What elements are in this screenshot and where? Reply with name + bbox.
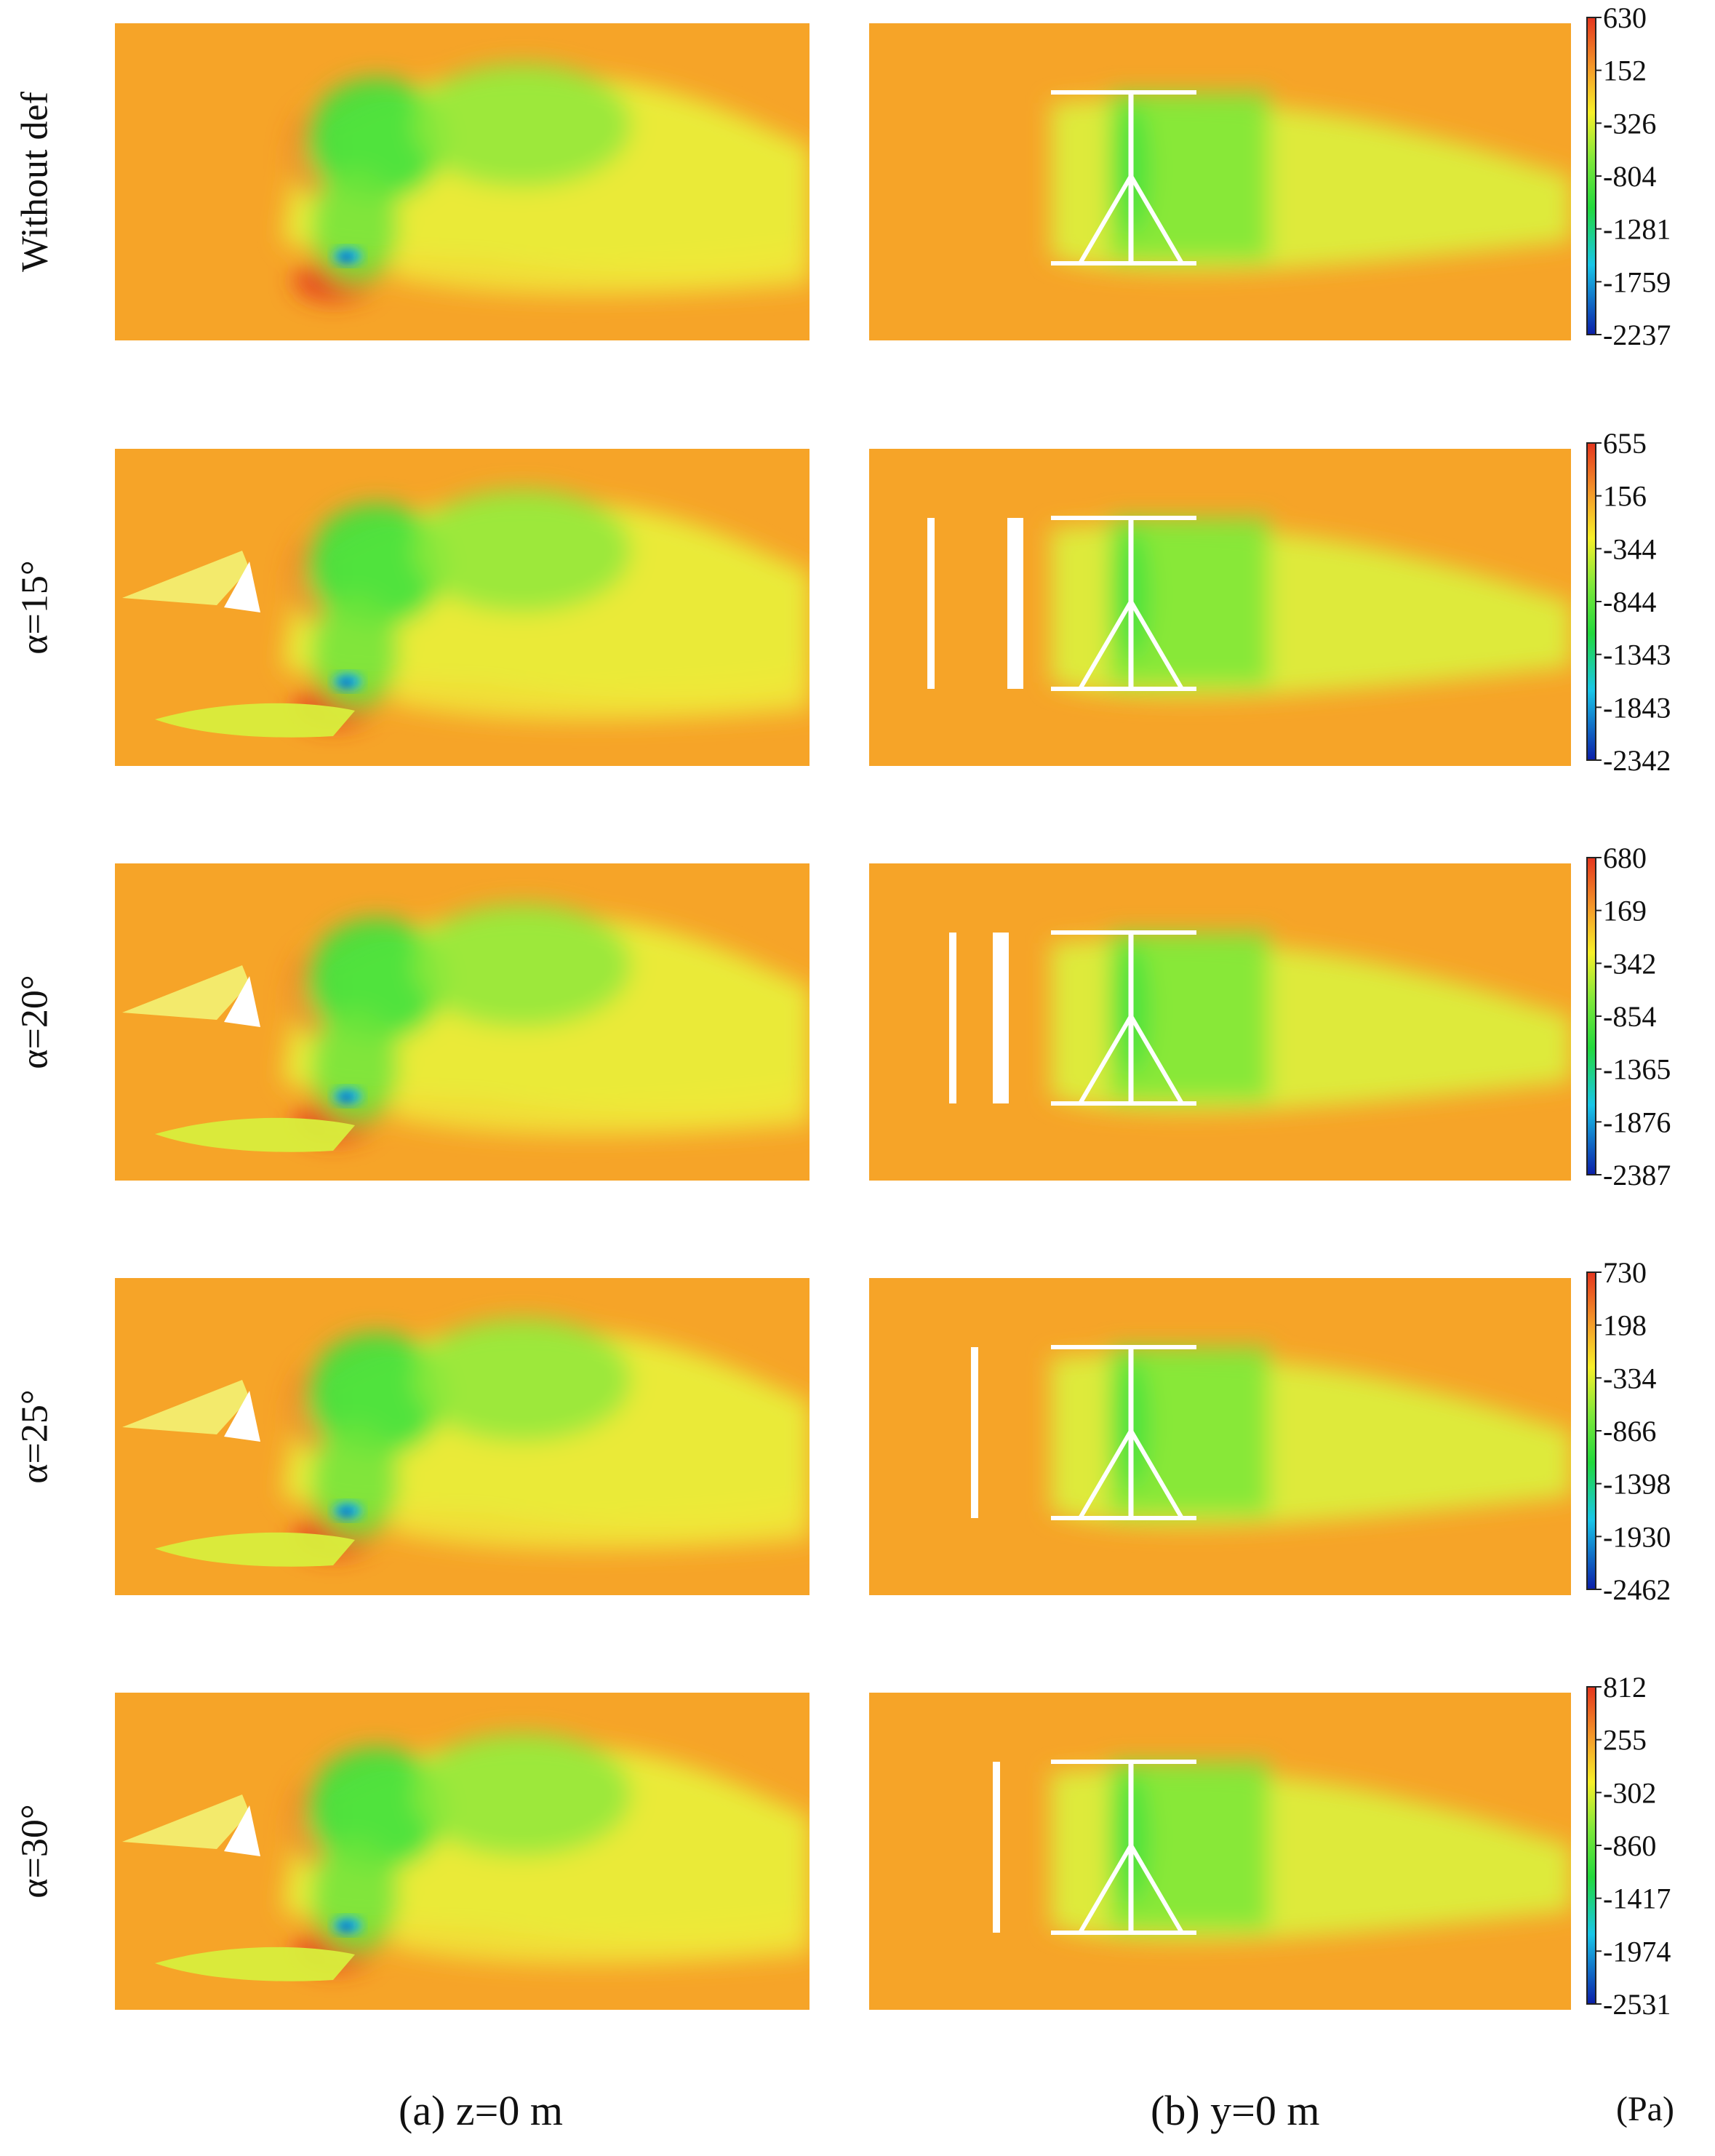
colorbar: 812 255 -302 -860 -1417 -1974 -2531 <box>1586 1671 1671 2021</box>
contour-panel-z0 <box>115 863 809 1181</box>
caption-right: (b) y=0 m <box>1151 2087 1320 2134</box>
colorbar-tick-label: 655 <box>1603 427 1647 460</box>
colorbar-tick-label: -1930 <box>1603 1520 1671 1553</box>
colorbar-tick-label: -1759 <box>1603 265 1671 298</box>
colorbar-tick-label: -344 <box>1603 532 1656 565</box>
row-label: α=15° <box>14 560 56 655</box>
colorbar-tick-label: 730 <box>1603 1256 1647 1289</box>
colorbar-tick-label: 198 <box>1603 1309 1647 1342</box>
colorbar-tick-label: 812 <box>1603 1671 1647 1704</box>
colorbar-tick-label: -302 <box>1603 1776 1656 1809</box>
colorbar-tick-label: 156 <box>1603 480 1647 513</box>
contour-panel-z0 <box>115 449 809 766</box>
contour-panel-y0 <box>869 1693 1571 2010</box>
colorbar-tick-label: -1365 <box>1603 1053 1671 1086</box>
colorbar-tick-label: -1398 <box>1603 1468 1671 1501</box>
row-label: α=20° <box>14 975 56 1069</box>
colorbar-tick-label: -2462 <box>1603 1573 1671 1606</box>
caption-left: (a) z=0 m <box>399 2087 563 2134</box>
colorbar: 730 198 -334 -866 -1398 -1930 -2462 <box>1586 1256 1671 1606</box>
colorbar-tick-label: -326 <box>1603 107 1656 140</box>
colorbar-tick-label: 152 <box>1603 55 1647 87</box>
colorbar-tick-label: 680 <box>1603 842 1647 874</box>
colorbar-tick-label: -2531 <box>1603 1988 1671 2021</box>
contour-panel-y0 <box>869 449 1571 766</box>
contour-panel-y0 <box>869 23 1571 340</box>
contour-panel-y0 <box>869 1278 1571 1595</box>
colorbar-tick-label: -2342 <box>1603 744 1671 777</box>
colorbar-tick-label: -1343 <box>1603 639 1671 671</box>
colorbar-tick-label: -866 <box>1603 1415 1656 1448</box>
colorbar-tick-label: -2387 <box>1603 1159 1671 1191</box>
colorbar-tick-label: -1417 <box>1603 1882 1671 1915</box>
colorbar: 655 156 -344 -844 -1343 -1843 -2342 <box>1586 427 1671 777</box>
colorbar-tick-label: -1876 <box>1603 1106 1671 1138</box>
contour-panel-z0 <box>115 1693 809 2010</box>
colorbar-tick-label: 255 <box>1603 1724 1647 1757</box>
row-label: α=25° <box>14 1389 56 1484</box>
colorbar: 630 152 -326 -804 -1281 -1759 -2237 <box>1586 1 1671 351</box>
colorbar-tick-label: -334 <box>1603 1362 1656 1394</box>
colorbar-tick-label: 169 <box>1603 895 1647 927</box>
colorbar: 680 169 -342 -854 -1365 -1876 -2387 <box>1586 842 1671 1191</box>
colorbar-tick-label: -844 <box>1603 586 1656 618</box>
colorbar-tick-label: -2237 <box>1603 319 1671 351</box>
colorbar-tick-label: -1974 <box>1603 1935 1671 1968</box>
colorbar-tick-label: -1281 <box>1603 213 1671 246</box>
contour-panel-z0 <box>115 1278 809 1595</box>
colorbar-tick-label: -1843 <box>1603 691 1671 724</box>
colorbar-tick-label: -804 <box>1603 160 1656 193</box>
row-label: α=30° <box>14 1804 56 1899</box>
colorbar-tick-label: 630 <box>1603 1 1647 34</box>
colorbar-tick-label: -854 <box>1603 1000 1656 1033</box>
colorbar-tick-label: -860 <box>1603 1829 1656 1862</box>
colorbar-unit-label: (Pa) <box>1616 2090 1674 2128</box>
colorbar-tick-label: -342 <box>1603 947 1656 980</box>
contour-panel-y0 <box>869 863 1571 1181</box>
row-label: Without def <box>14 92 56 272</box>
contour-panel-z0 <box>115 23 809 340</box>
